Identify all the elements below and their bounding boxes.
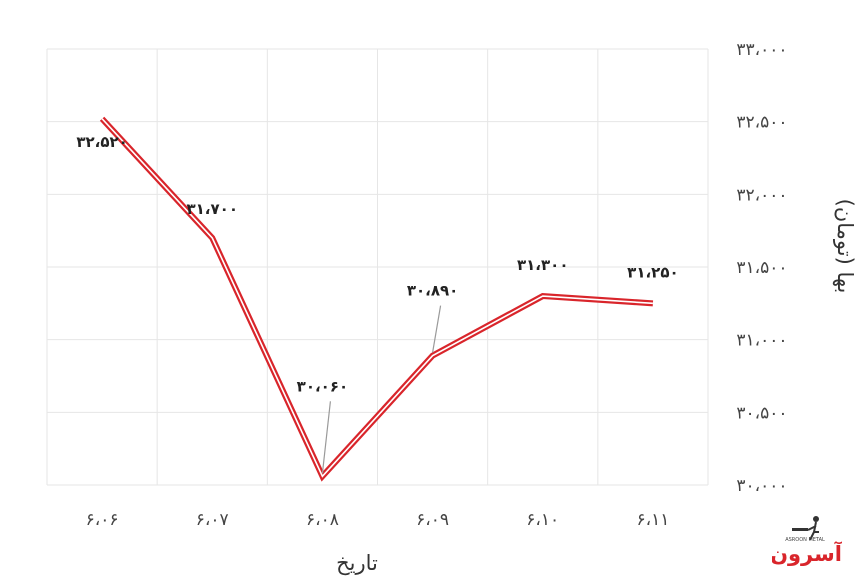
y-tick-label: ۳۱،۵۰۰ (736, 258, 787, 278)
x-axis-ticks: ۶،۰۶ ۶،۰۷ ۶،۰۸ ۶،۰۹ ۶،۱۰ ۶،۱۱ (86, 510, 670, 530)
label-leader-line (321, 401, 332, 474)
x-tick-label: ۶،۰۸ (306, 510, 339, 530)
x-axis-title: تاریخ (336, 551, 378, 575)
y-axis-title: بها (تومان) (833, 199, 857, 294)
x-tick-label: ۶،۰۶ (86, 510, 119, 530)
worker-icon (792, 516, 819, 541)
y-tick-label: ۳۰،۰۰۰ (736, 476, 787, 496)
y-tick-label: ۳۳،۰۰۰ (736, 40, 787, 60)
y-tick-label: ۳۰،۵۰۰ (736, 403, 787, 423)
gridlines (46, 48, 709, 486)
brand-logo: ASROON METAL آسرون (770, 514, 843, 566)
y-tick-label: ۳۲،۰۰۰ (736, 185, 787, 205)
y-tick-label: ۳۲،۵۰۰ (736, 113, 787, 133)
x-tick-label: ۶،۰۷ (196, 510, 229, 530)
y-tick-label: ۳۱،۰۰۰ (736, 331, 787, 351)
label-leader-line (431, 305, 442, 353)
data-labels: ۳۲،۵۲۰ ۳۱،۷۰۰ ۳۰،۰۶۰ ۳۰،۸۹۰ ۳۱،۳۰۰ ۳۱،۲۵۰ (76, 133, 679, 474)
x-tick-label: ۶،۱۰ (526, 510, 559, 530)
x-tick-label: ۶،۱۱ (636, 510, 669, 530)
price-series (99, 116, 654, 482)
logo-brand-text: آسرون (772, 541, 842, 566)
logo-subtext: ASROON METAL (785, 537, 825, 543)
data-label: ۳۰،۸۹۰ (407, 282, 458, 300)
data-label: ۳۱،۷۰۰ (187, 200, 238, 218)
data-label: ۳۱،۲۵۰ (627, 263, 678, 281)
x-tick-label: ۶،۰۹ (416, 510, 449, 530)
data-label: ۳۲،۵۲۰ (76, 133, 127, 151)
y-axis-ticks: ۳۰،۰۰۰ ۳۰،۵۰۰ ۳۱،۰۰۰ ۳۱،۵۰۰ ۳۲،۰۰۰ ۳۲،۵۰۰ ۳۳،۰… (736, 40, 787, 496)
series-line-highlight (101, 118, 653, 478)
data-label: ۳۰،۰۶۰ (297, 377, 348, 395)
data-label: ۳۱،۳۰۰ (517, 256, 568, 274)
